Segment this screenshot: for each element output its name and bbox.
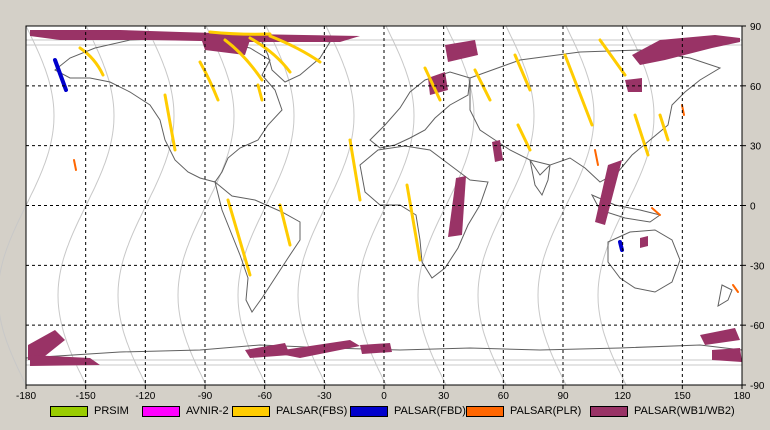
coast-australia: [607, 229, 681, 293]
coast-new-zealand: [717, 284, 733, 308]
x-tick-label: -120: [135, 391, 155, 400]
y-tick-label: -30: [750, 261, 765, 272]
y-axis: 90 60 30 0 -30 -60 -90: [742, 22, 765, 392]
swath-plr-asia-1: [594, 149, 599, 166]
swath-fbs-canada-2: [223, 38, 264, 82]
legend-item: PALSAR(FBS): [232, 405, 347, 417]
swath-fbs-canada-4: [268, 34, 322, 64]
swath-fbs-africa: [405, 183, 422, 262]
swath-fbs-russia-4: [598, 38, 627, 77]
legend-swatch: [50, 405, 88, 417]
legend-label: PALSAR(FBD): [394, 405, 466, 417]
x-tick-label: 150: [674, 391, 691, 400]
y-tick-label: -90: [750, 381, 765, 392]
swath-fbs-russia-1: [473, 68, 492, 102]
swath-fbs-alaska: [78, 46, 105, 77]
legend-item: PRSIM: [50, 405, 129, 417]
swath-wb-antarctic-1: [28, 330, 65, 360]
swath-wb-antarctic-7: [712, 348, 742, 362]
swath-fbs-india: [516, 123, 532, 152]
legend-swatch: [232, 405, 270, 417]
legend-swatch: [142, 405, 180, 417]
swath-wb-antarctic-2: [30, 355, 100, 366]
swath-fbs-asia-2: [658, 113, 670, 142]
swath-wb-antarctic-3: [245, 343, 290, 358]
legend-label: PRSIM: [94, 405, 129, 417]
legend-swatch: [466, 405, 504, 417]
legend-swatch: [350, 405, 388, 417]
swath-plr-nz: [732, 284, 739, 293]
x-tick-label: 120: [614, 391, 631, 400]
swath-wb-europe: [428, 72, 448, 95]
legend-item: PALSAR(FBD): [350, 405, 466, 417]
x-tick-label: 90: [557, 391, 569, 400]
x-tick-label: -180: [16, 391, 36, 400]
coast-antarctica: [25, 344, 743, 359]
swath-fbs-africa-2: [348, 138, 362, 202]
y-tick-label: 90: [750, 22, 762, 33]
y-tick-label: -60: [750, 321, 765, 332]
y-tick-label: 60: [750, 82, 762, 93]
swath-fbs-canada-1: [198, 60, 220, 102]
legend-label: AVNIR-2: [186, 405, 229, 417]
y-tick-label: 0: [750, 202, 756, 213]
x-tick-label: 30: [438, 391, 450, 400]
legend-label: PALSAR(WB1/WB2): [634, 405, 735, 417]
graticule: [26, 26, 742, 385]
x-tick-label: 0: [381, 391, 387, 400]
swath-wb-africa: [448, 176, 466, 237]
swath-wb-antarctic-4: [270, 340, 360, 358]
swath-wb-scandinavia: [445, 40, 478, 62]
x-tick-label: -30: [317, 391, 332, 400]
legend-label: PALSAR(PLR): [510, 405, 582, 417]
swath-wb-russia: [632, 35, 740, 65]
x-tick-label: -90: [198, 391, 213, 400]
x-tick-label: -60: [257, 391, 272, 400]
x-tick-label: 60: [498, 391, 510, 400]
y-tick-label: 30: [750, 142, 762, 153]
swath-wb-indonesia: [595, 160, 622, 225]
swath-wb-antarctic-6: [700, 328, 740, 345]
coast-asia: [469, 49, 722, 183]
legend-swatch: [590, 405, 628, 417]
x-tick-label: 180: [734, 391, 751, 400]
coast-europe: [369, 71, 471, 149]
swath-fbs-usa: [163, 93, 177, 152]
legend-label: PALSAR(FBS): [276, 405, 348, 417]
legend-item: PALSAR(PLR): [466, 405, 581, 417]
swath-wb-siberia: [625, 78, 642, 92]
swath-plr-pacific: [73, 159, 77, 171]
swath-fbs-samerica: [278, 203, 292, 247]
legend-item: PALSAR(WB1/WB2): [590, 405, 735, 417]
legend: PRSIM AVNIR-2 PALSAR(FBS) PALSAR(FBD) PALSAR…: [0, 400, 770, 430]
swath-fbs-samerica-2: [226, 198, 252, 277]
swath-fbd-alaska: [53, 58, 68, 92]
swath-fbs-russia-2: [513, 53, 532, 92]
swath-fbs-europe: [423, 66, 442, 102]
legend-item: AVNIR-2: [142, 405, 229, 417]
x-axis: -180 -150 -120 -90 -60 -30 0 30 60 90 120 150 180: [16, 385, 751, 400]
x-tick-label: -150: [76, 391, 96, 400]
swath-fbd-australia: [618, 240, 624, 252]
swath-wb-australia: [640, 236, 648, 248]
swath-fbs-russia-3: [563, 53, 594, 127]
coverage-map: -180 -150 -120 -90 -60 -30 0 30 60 90 120 150 180 90…: [0, 22, 765, 400]
swath-fbs-asia-1: [633, 113, 650, 157]
swath-fbs-usa-2: [256, 83, 264, 102]
swath-plr-asia-2: [651, 207, 661, 216]
swath-fbs-canada-3: [248, 36, 292, 74]
coast-india: [529, 159, 551, 197]
